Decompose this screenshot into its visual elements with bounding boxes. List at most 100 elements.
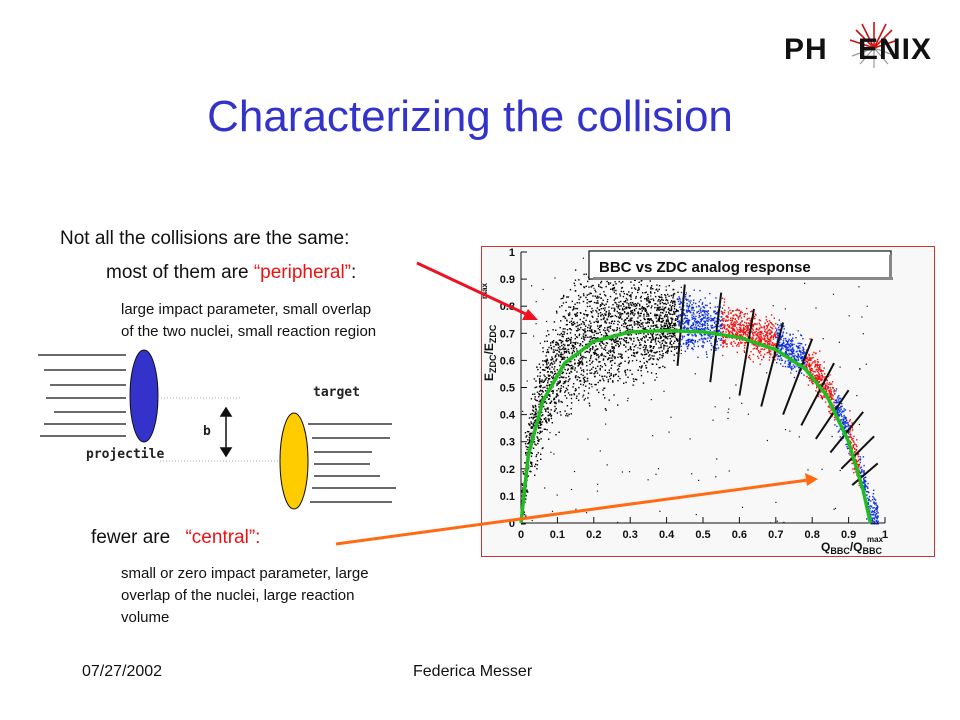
data-point (589, 372, 591, 374)
outlier-point (652, 435, 654, 437)
data-point (604, 369, 606, 371)
data-point (669, 313, 671, 315)
data-point (629, 318, 631, 321)
data-point (580, 383, 582, 385)
data-point (652, 333, 654, 335)
data-point (838, 413, 840, 416)
data-point (571, 353, 573, 355)
data-point (863, 470, 865, 472)
data-point (665, 336, 667, 338)
outlier-point (775, 501, 777, 503)
data-point (578, 364, 580, 366)
target-label: target (313, 385, 360, 400)
data-point (618, 301, 620, 303)
data-point (777, 347, 780, 350)
data-point (852, 468, 854, 470)
data-point (611, 346, 613, 348)
data-point (559, 374, 561, 376)
data-point (580, 337, 583, 339)
data-point (728, 307, 730, 309)
data-point (816, 358, 819, 361)
data-point (669, 341, 671, 343)
data-point (596, 348, 598, 351)
data-point (744, 326, 747, 328)
data-point (594, 337, 596, 339)
data-point (656, 313, 658, 316)
data-point (651, 349, 653, 352)
data-point (632, 303, 635, 305)
data-point (545, 402, 548, 404)
data-point (545, 359, 547, 361)
data-point (574, 334, 576, 336)
data-point (583, 380, 586, 382)
data-point (766, 335, 769, 338)
data-point (764, 335, 766, 338)
data-point (721, 297, 724, 299)
data-point (691, 314, 693, 316)
data-point (539, 390, 541, 392)
data-point (704, 324, 706, 327)
data-point (576, 395, 578, 397)
data-point (628, 360, 630, 362)
data-point (546, 387, 548, 389)
data-point (556, 312, 558, 314)
data-point (559, 306, 561, 308)
data-point (642, 325, 644, 327)
data-point (730, 341, 733, 343)
collision-diagram (38, 349, 396, 510)
data-point (649, 354, 651, 356)
data-point (830, 390, 832, 393)
outlier-point (596, 490, 599, 492)
data-point (864, 489, 866, 491)
data-point (838, 409, 840, 411)
outlier-point (637, 347, 639, 349)
data-point (702, 345, 704, 347)
data-point (868, 495, 871, 498)
data-point (585, 273, 587, 275)
bbc-zdc-scatter-plot: 0 0.1 0.2 0.3 0.4 0.5 0.6 0.7 0.8 0.9 100.10.20.30… (481, 247, 893, 556)
data-point (672, 332, 675, 335)
data-point (796, 359, 798, 362)
data-point (808, 366, 811, 368)
data-point (803, 348, 805, 351)
data-point (534, 411, 536, 413)
data-point (757, 339, 759, 341)
data-point (592, 316, 594, 318)
data-point (790, 353, 792, 355)
data-point (774, 327, 777, 329)
data-point (664, 366, 666, 369)
data-point (676, 338, 679, 340)
data-point (612, 381, 614, 383)
data-point (639, 308, 642, 310)
data-point (683, 335, 685, 338)
data-point (665, 342, 668, 344)
data-point (819, 365, 821, 368)
data-point (635, 295, 637, 298)
data-point (800, 334, 802, 336)
data-point (666, 324, 669, 327)
data-point (648, 355, 650, 357)
data-point (739, 331, 741, 333)
data-point (736, 308, 738, 310)
data-point (670, 317, 672, 319)
data-point (642, 308, 644, 310)
data-point (594, 330, 597, 332)
data-point (799, 344, 801, 347)
data-point (627, 362, 630, 364)
data-point (764, 334, 767, 336)
data-point (761, 337, 763, 339)
data-point (841, 410, 843, 412)
data-point (633, 340, 635, 342)
data-point (706, 317, 708, 319)
data-point (621, 313, 624, 315)
data-point (565, 390, 567, 392)
data-point (537, 426, 540, 428)
data-point (797, 345, 800, 348)
data-point (576, 312, 579, 314)
data-point (706, 322, 709, 325)
data-point (700, 307, 702, 309)
data-point (792, 364, 795, 366)
data-point (754, 323, 756, 325)
data-point (742, 335, 744, 337)
data-point (819, 364, 822, 366)
